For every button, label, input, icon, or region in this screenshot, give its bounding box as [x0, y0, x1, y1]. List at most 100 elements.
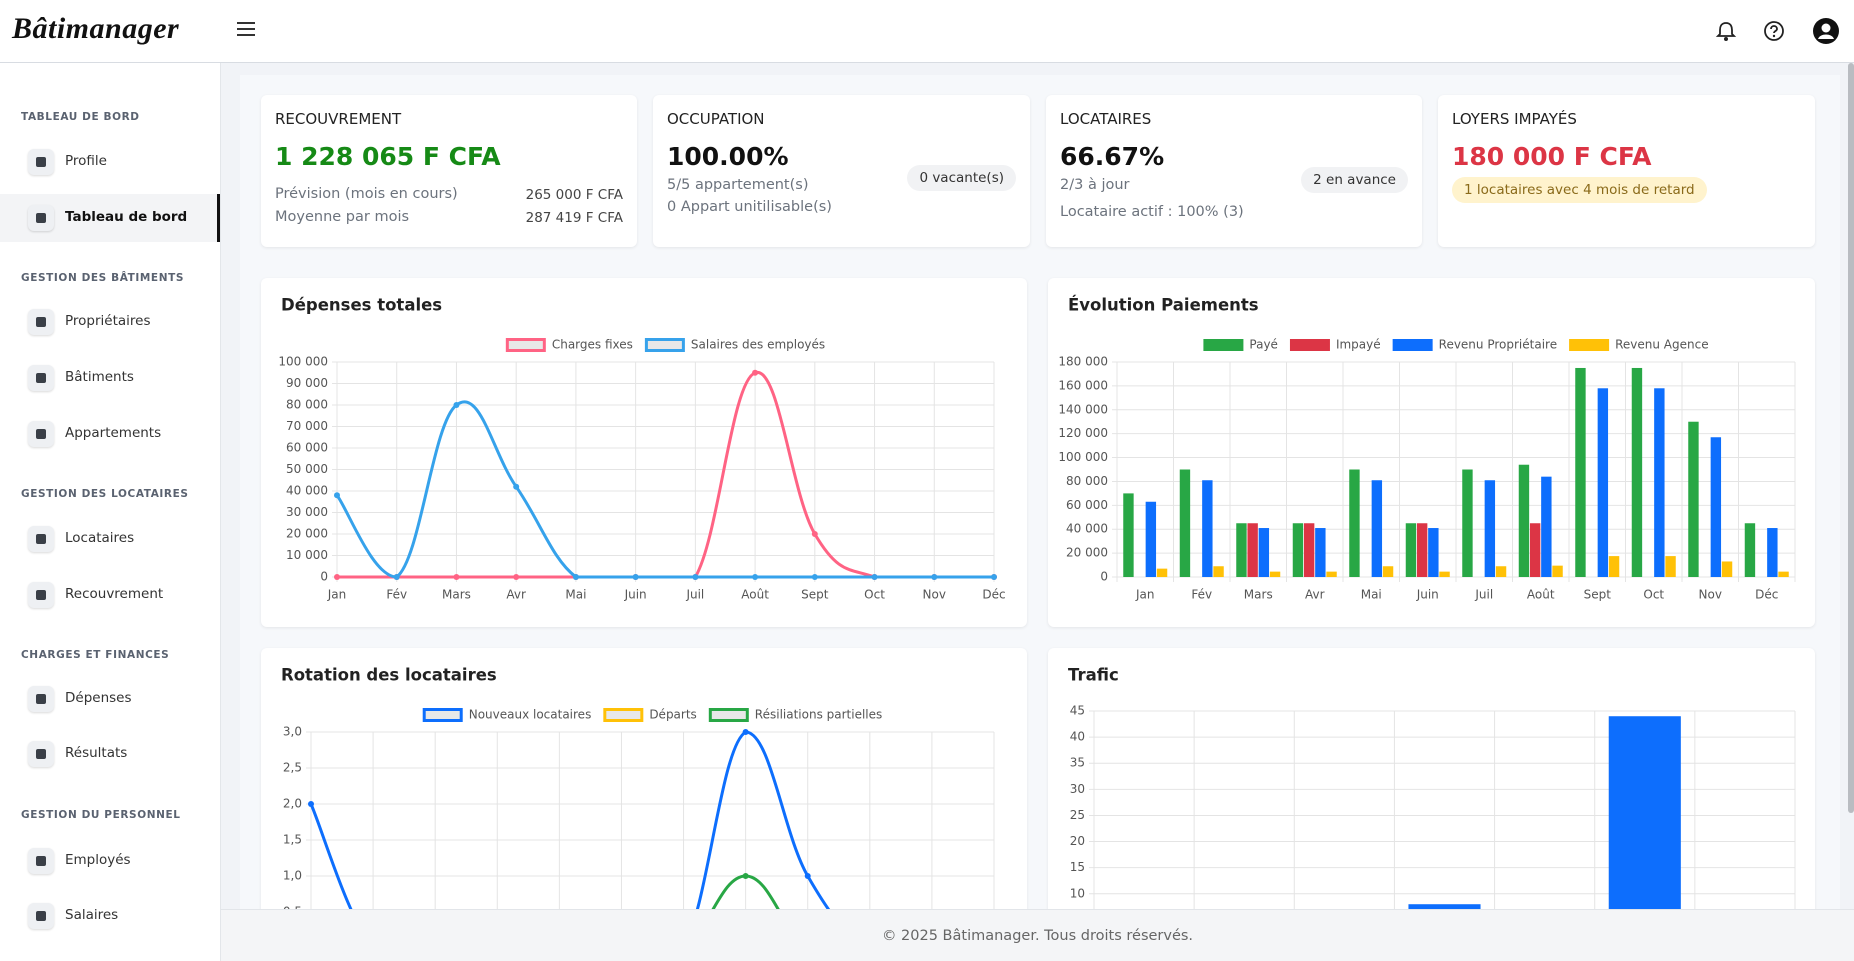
y-tick-label: 80 000 [286, 398, 328, 412]
legend-swatch [644, 338, 685, 352]
top-bar: Bâtimanager [0, 0, 1854, 63]
nav-item[interactable]: Tableau de bord [0, 194, 220, 242]
y-tick-label: 1,0 [283, 869, 302, 883]
data-point [393, 574, 400, 580]
y-tick-label: 3,0 [283, 725, 302, 739]
kpi-title: OCCUPATION [667, 110, 765, 128]
x-tick-label: Fév [1191, 588, 1212, 602]
x-tick-label: Sept [801, 588, 829, 602]
nav-label[interactable]: Dépenses [65, 690, 132, 706]
y-tick-label: 30 000 [286, 505, 328, 519]
data-point [572, 574, 579, 580]
x-tick-label: Avr [1305, 588, 1325, 602]
bar [1315, 528, 1326, 577]
y-tick-label: 40 000 [1066, 522, 1108, 536]
nav-icon [28, 741, 54, 767]
bar [1721, 561, 1733, 577]
bar [1608, 716, 1681, 946]
y-tick-label: 100 000 [1058, 450, 1108, 464]
scrollbar[interactable] [1848, 63, 1854, 813]
nav-label[interactable]: Propriétaires [65, 313, 151, 329]
nav-section-title: GESTION DES LOCATAIRES [21, 488, 189, 500]
chart-title: Évolution Paiements [1068, 296, 1259, 315]
bar [1303, 523, 1315, 577]
legend-label: Impayé [1336, 338, 1381, 352]
nav-label[interactable]: Profile [65, 153, 107, 169]
nav-section-title: GESTION DES BÂTIMENTS [21, 272, 185, 284]
nav-item[interactable]: Employés [0, 837, 220, 885]
y-tick-label: 45 [1070, 704, 1085, 718]
kpi-value: 1 228 065 F CFA [275, 142, 501, 171]
nav-icon [28, 582, 54, 608]
x-tick-label: Sept [1584, 588, 1612, 602]
legend-label: Charges fixes [552, 338, 633, 352]
bar [1371, 480, 1383, 577]
legend-label: Revenu Agence [1615, 338, 1709, 352]
nav-item[interactable]: Recouvrement [0, 571, 220, 619]
nav-item[interactable]: Locataires [0, 515, 220, 563]
data-point [632, 574, 639, 580]
bar [1145, 501, 1157, 577]
data-point [752, 574, 759, 580]
legend-swatch [505, 338, 546, 352]
nav-label[interactable]: Résultats [65, 745, 128, 761]
y-tick-label: 20 000 [286, 527, 328, 541]
y-tick-label: 90 000 [286, 376, 328, 390]
nav-icon [28, 309, 54, 335]
notifications-icon[interactable] [1715, 20, 1737, 42]
data-point [513, 483, 520, 490]
legend-label: Nouveaux locataires [469, 708, 592, 722]
nav-icon [28, 686, 54, 712]
nav-item[interactable]: Profile [0, 138, 220, 186]
bar [1778, 571, 1789, 577]
nav-label[interactable]: Employés [65, 852, 131, 868]
nav-label[interactable]: Locataires [65, 530, 135, 546]
x-tick-label: Août [1527, 588, 1555, 602]
chart: Dépenses totales 0 10 000 20 000 30 000 40 00… [278, 296, 1005, 602]
kpi-line: 2/3 à jour [1060, 177, 1130, 193]
data-point [453, 402, 460, 408]
data-point [334, 492, 340, 499]
nav-item[interactable]: Propriétaires [0, 298, 220, 346]
x-tick-label: Nov [923, 588, 946, 602]
nav-item[interactable]: Dépenses [0, 675, 220, 723]
nav-label[interactable]: Tableau de bord [65, 209, 188, 225]
bar [1462, 469, 1473, 577]
nav-item[interactable]: Résultats [0, 730, 220, 778]
nav-item[interactable]: Appartements [0, 410, 220, 458]
y-tick-label: 160 000 [1058, 378, 1108, 392]
x-tick-label: Juin [624, 588, 647, 602]
bar [1744, 523, 1756, 577]
bar [1326, 571, 1337, 577]
nav-label[interactable]: Bâtiments [65, 369, 134, 385]
nav-item[interactable]: Bâtiments [0, 354, 220, 402]
brand-logo[interactable]: Bâtimanager [12, 12, 180, 45]
line-series [337, 371, 994, 579]
bar [1518, 464, 1530, 577]
user-avatar[interactable] [1812, 17, 1840, 45]
data-point [804, 873, 811, 879]
bar [1269, 571, 1281, 577]
kpi-row-value: 265 000 F CFA [525, 187, 623, 203]
nav-label[interactable]: Recouvrement [65, 586, 164, 602]
menu-toggle[interactable] [236, 20, 256, 38]
data-point [308, 801, 314, 807]
x-tick-label: Déc [1755, 588, 1778, 602]
kpi-card: RECOUVREMENT 1 228 065 F CFA Prévision (… [261, 95, 637, 247]
bar [1710, 437, 1722, 577]
y-tick-label: 2,5 [283, 761, 302, 775]
nav-label[interactable]: Appartements [65, 425, 162, 441]
data-point [811, 531, 818, 537]
help-icon[interactable] [1763, 20, 1785, 42]
legend-swatch [1569, 339, 1610, 351]
y-tick-label: 50 000 [286, 462, 328, 476]
x-tick-label: Mars [442, 588, 471, 602]
legend-swatch [603, 708, 644, 722]
nav-icon [28, 149, 54, 175]
legend-swatch [422, 708, 463, 722]
bar [1439, 571, 1450, 577]
chart-card: Dépenses totales 0 10 000 20 000 30 000 40 00… [261, 278, 1027, 627]
nav-label[interactable]: Salaires [65, 907, 119, 923]
nav-item[interactable]: Salaires [0, 892, 220, 940]
kpi-row-label: Prévision (mois en cours) [275, 186, 458, 202]
